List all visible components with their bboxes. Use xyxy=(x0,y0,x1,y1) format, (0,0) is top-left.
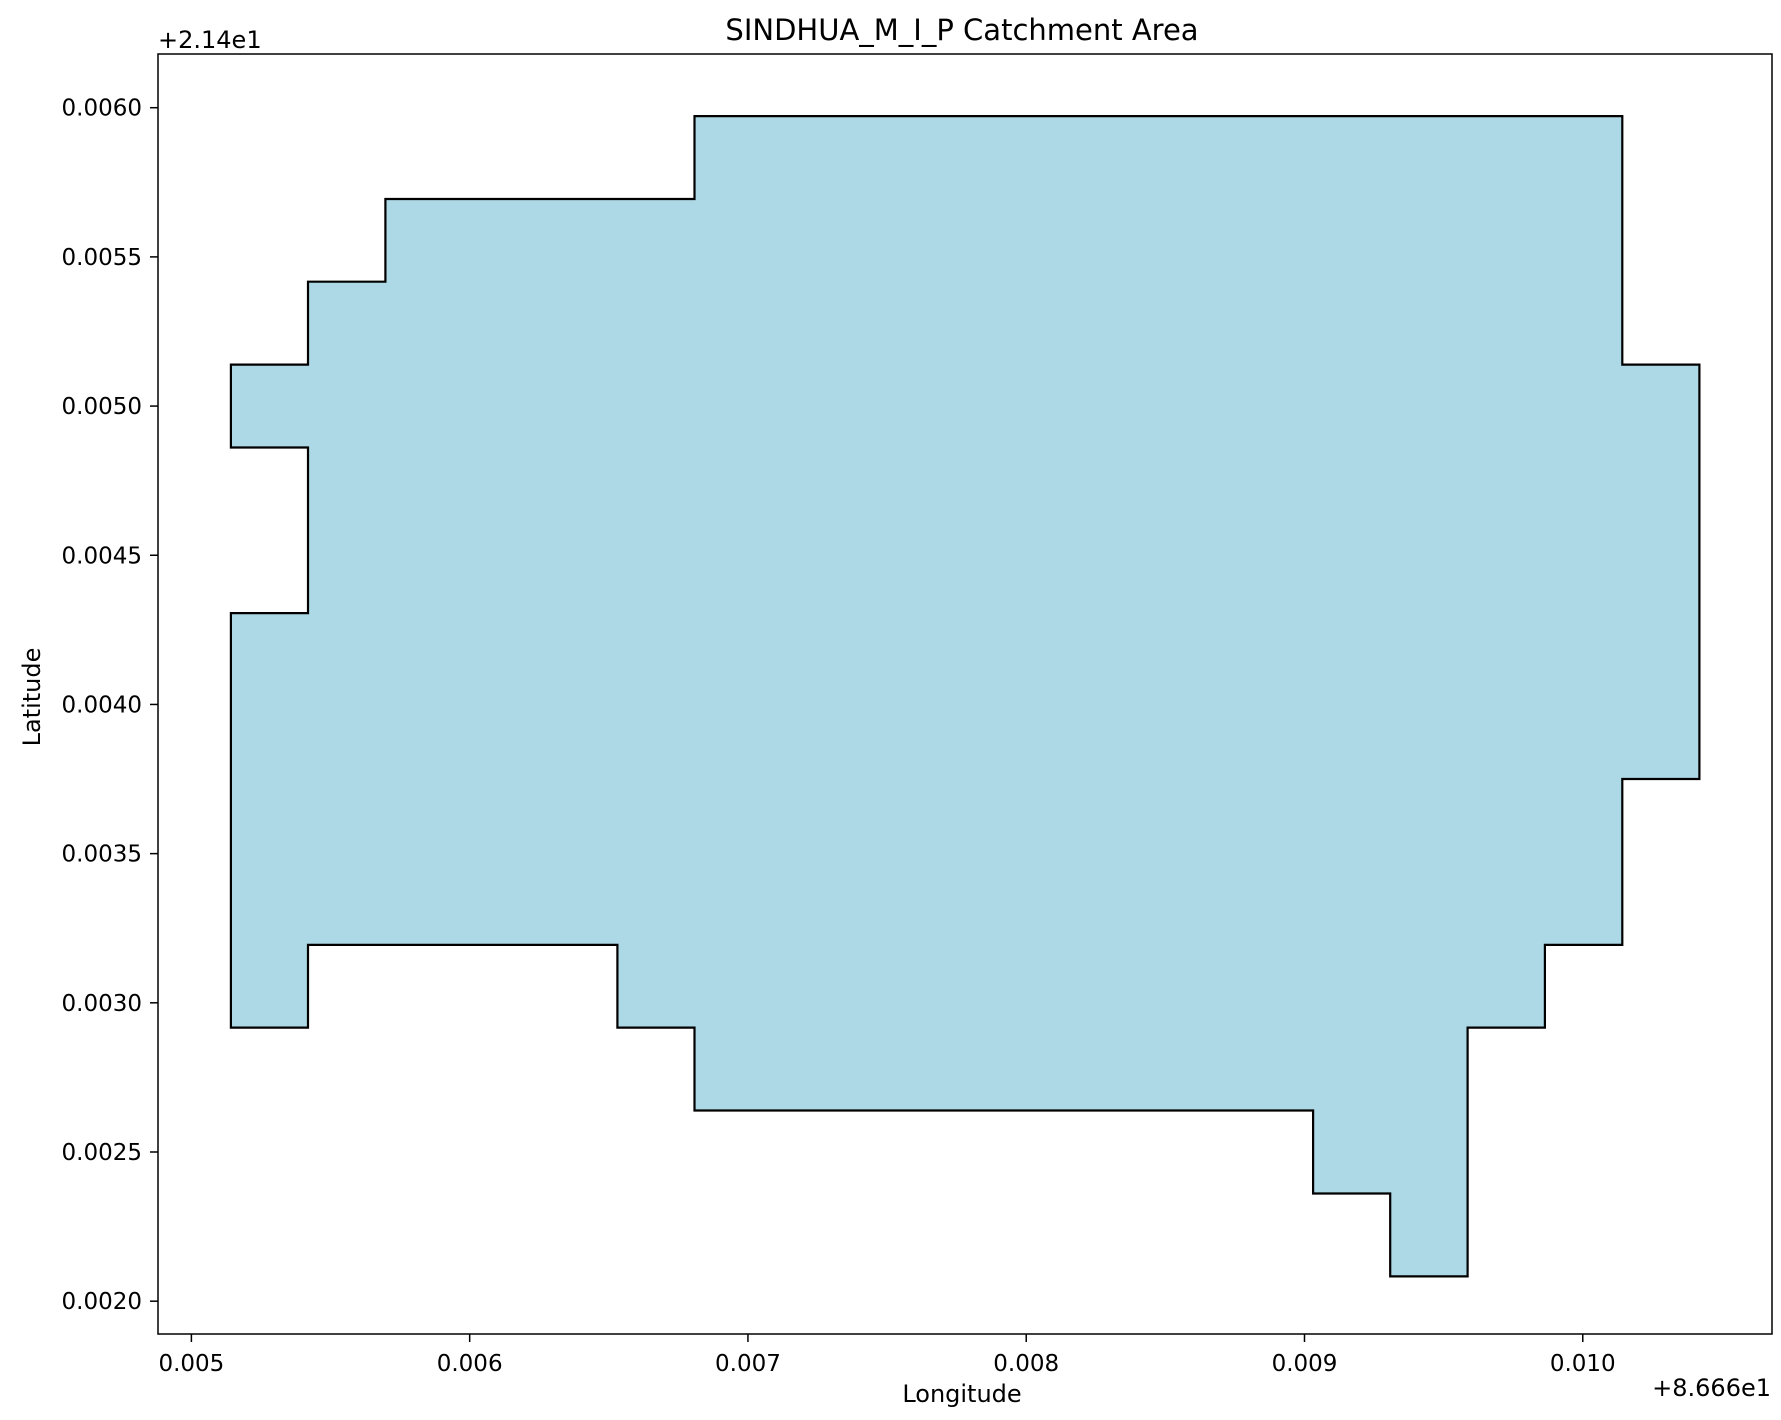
chart-title: SINDHUA_M_I_P Catchment Area xyxy=(725,13,1198,47)
y-tick-label: 0.0025 xyxy=(62,1140,142,1166)
x-axis-ticks: 0.005 0.006 0.007 0.008 0.009 0.010 xyxy=(158,1334,1616,1377)
x-tick-label: 0.010 xyxy=(1550,1351,1616,1377)
y-tick-label: 0.0045 xyxy=(62,543,142,569)
x-tick-label: 0.008 xyxy=(993,1351,1059,1377)
y-tick-label: 0.0040 xyxy=(62,692,142,718)
y-axis-ticks: 0.0020 0.0025 0.0030 0.0035 0.0040 0.0045 0.00… xyxy=(62,96,158,1315)
catchment-area-polygon xyxy=(229,115,1701,1278)
axes-frame xyxy=(157,53,1773,1335)
y-tick-label: 0.0050 xyxy=(62,394,142,420)
x-axis-label: Longitude xyxy=(902,1380,1021,1408)
x-tick-label: 0.006 xyxy=(437,1351,503,1377)
plot-area xyxy=(229,115,1701,1278)
x-axis-offset-label: +8.666e1 xyxy=(1652,1374,1771,1402)
y-tick-label: 0.0055 xyxy=(62,245,142,271)
y-axis-offset-label: +2.14e1 xyxy=(158,26,262,54)
y-axis-label: Latitude xyxy=(18,648,46,747)
x-tick-label: 0.007 xyxy=(715,1351,781,1377)
x-tick-label: 0.009 xyxy=(1272,1351,1338,1377)
y-tick-label: 0.0035 xyxy=(62,842,142,868)
y-tick-label: 0.0020 xyxy=(62,1289,142,1315)
y-tick-label: 0.0030 xyxy=(62,991,142,1017)
x-tick-label: 0.005 xyxy=(158,1351,224,1377)
y-tick-label: 0.0060 xyxy=(62,96,142,122)
